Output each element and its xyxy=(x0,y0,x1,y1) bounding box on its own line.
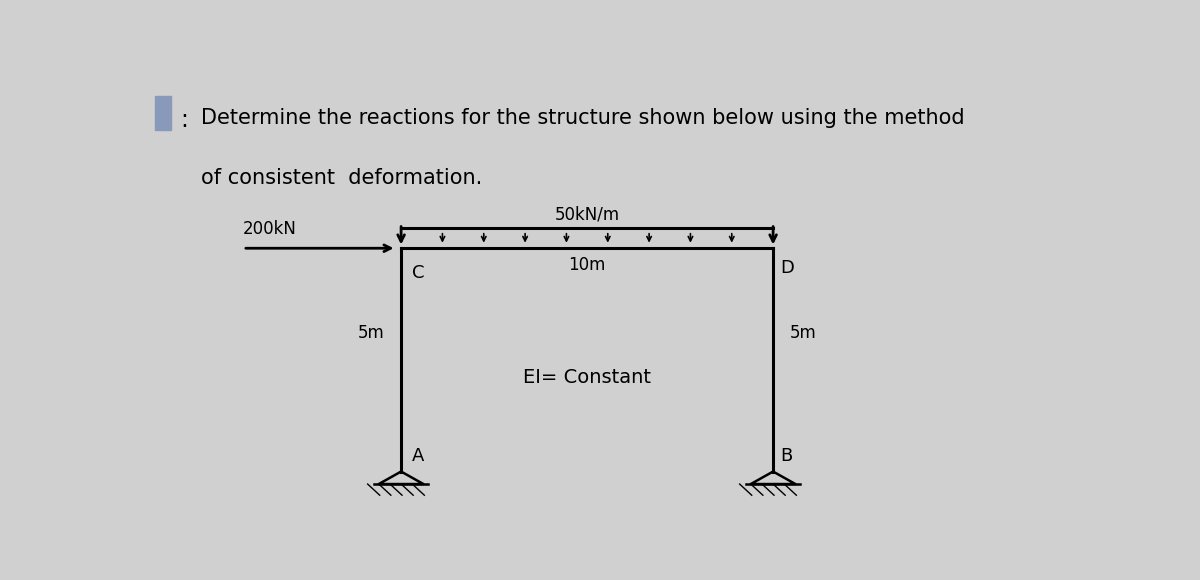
Text: C: C xyxy=(413,264,425,282)
Text: B: B xyxy=(780,447,793,465)
Text: 5m: 5m xyxy=(790,324,816,342)
Text: 200kN: 200kN xyxy=(242,220,296,238)
Text: 10m: 10m xyxy=(569,256,606,274)
Text: D: D xyxy=(780,259,794,277)
Text: Determine the reactions for the structure shown below using the method: Determine the reactions for the structur… xyxy=(202,107,965,128)
Bar xyxy=(155,96,172,130)
Text: 50kN/m: 50kN/m xyxy=(554,206,619,224)
Text: A: A xyxy=(413,447,425,465)
Text: of consistent  deformation.: of consistent deformation. xyxy=(202,168,482,188)
Text: 5m: 5m xyxy=(358,324,384,342)
Text: :: : xyxy=(181,107,188,132)
Text: EI= Constant: EI= Constant xyxy=(523,368,652,387)
